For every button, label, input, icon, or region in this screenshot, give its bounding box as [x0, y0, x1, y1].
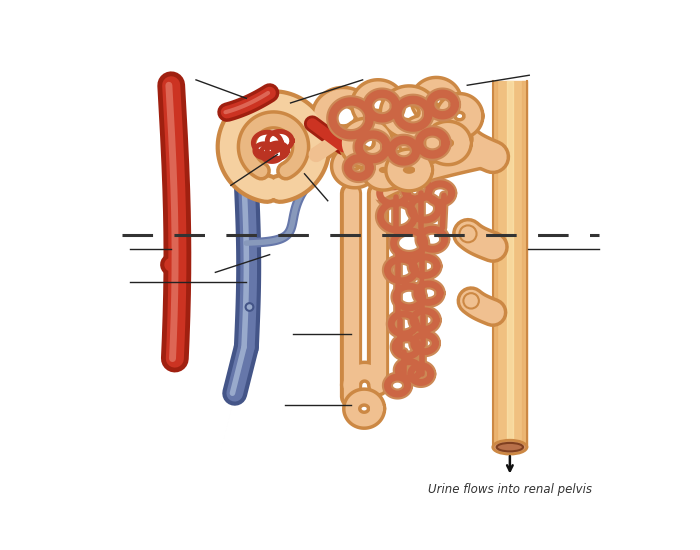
- Circle shape: [454, 130, 472, 148]
- Circle shape: [463, 293, 479, 309]
- Circle shape: [374, 179, 384, 189]
- Circle shape: [246, 303, 253, 311]
- Text: Urine flows into renal pelvis: Urine flows into renal pelvis: [428, 482, 592, 496]
- Ellipse shape: [497, 443, 523, 452]
- Circle shape: [459, 226, 477, 243]
- Ellipse shape: [493, 440, 527, 454]
